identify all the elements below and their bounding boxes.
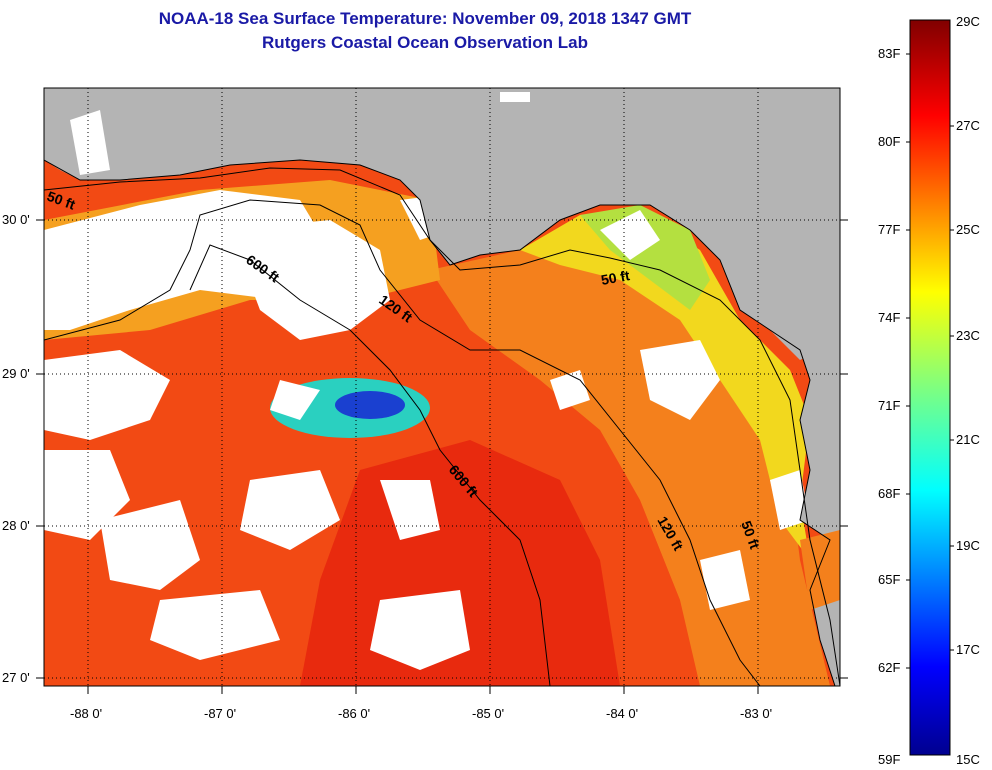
isobath-120ft xyxy=(44,199,761,686)
lon-label-83: -83 0' xyxy=(740,706,772,721)
lon-label-86: -86 0' xyxy=(338,706,370,721)
coastline xyxy=(44,159,836,686)
lat-label-28: 28 0' xyxy=(2,518,30,533)
lat-label-30: 30 0' xyxy=(2,212,30,227)
isobath-50ft xyxy=(44,167,840,686)
map-subtitle: Rutgers Coastal Ocean Observation Lab xyxy=(262,33,588,52)
lon-label-87: -87 0' xyxy=(204,706,236,721)
isobath-600ft xyxy=(189,244,551,686)
graticule xyxy=(44,88,840,686)
lon-label-84: -84 0' xyxy=(606,706,638,721)
lat-label-27: 27 0' xyxy=(2,670,30,685)
isobaths xyxy=(44,167,840,686)
cloud-cover xyxy=(44,190,810,670)
lat-label-29: 29 0' xyxy=(2,366,30,381)
cool-eddy-core xyxy=(335,391,405,419)
tick-marks xyxy=(36,219,848,694)
isobath-label-50ft-east: 50 ft xyxy=(600,267,631,288)
land-north xyxy=(44,88,840,360)
lon-label-85: -85 0' xyxy=(472,706,504,721)
lon-label-88: -88 0' xyxy=(70,706,102,721)
map-title: NOAA-18 Sea Surface Temperature: Novembe… xyxy=(158,9,692,28)
map-frame xyxy=(43,87,841,687)
